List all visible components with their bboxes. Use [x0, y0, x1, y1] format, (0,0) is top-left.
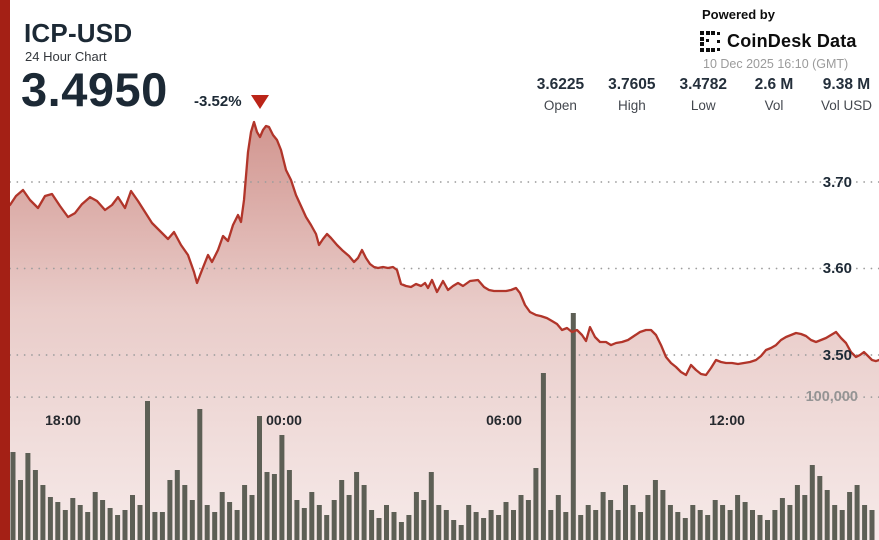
volume-usd-label: Vol USD — [820, 98, 872, 113]
stat-volume: 2.6 M Vol — [751, 76, 797, 113]
powered-by-label: Powered by — [702, 7, 775, 22]
price-tick-3-50: 3.50 — [822, 347, 852, 364]
brand-link[interactable]: CoinDesk Data — [700, 31, 857, 52]
low-label: Low — [690, 98, 716, 113]
price-tick-3-60: 3.60 — [822, 260, 852, 277]
stat-volume-usd: 9.38 M Vol USD — [821, 76, 872, 113]
price-area-fill — [10, 122, 879, 540]
brand-name: CoinDesk Data — [727, 31, 857, 51]
low-value: 3.4782 — [679, 76, 727, 93]
symbol-title: ICP-USD — [24, 18, 133, 48]
volume-usd-value: 9.38 M — [822, 76, 871, 93]
change-percent: -3.52% — [194, 93, 242, 110]
volume-tick-100000: 100,000 — [805, 389, 858, 405]
volume-label: Vol — [764, 98, 784, 113]
chart-subtitle: 24 Hour Chart — [25, 49, 107, 64]
open-label: Open — [543, 98, 577, 113]
ohlc-stats-row: 3.6225 Open 3.7605 High 3.4782 Low 2.6 M… — [537, 76, 872, 113]
open-value: 3.6225 — [536, 76, 585, 93]
price-change: -3.52% — [194, 93, 269, 110]
volume-value: 2.6 M — [754, 76, 794, 93]
time-tick-00-00: 00:00 — [266, 412, 302, 428]
price-line — [8, 120, 879, 377]
time-tick-06-00: 06:00 — [486, 412, 522, 428]
chart-timestamp: 10 Dec 2025 16:10 (GMT) — [703, 57, 849, 71]
volume-bars — [10, 313, 875, 540]
stat-high: 3.7605 High — [608, 76, 655, 113]
current-price: 3.4950 — [21, 63, 168, 116]
stat-low: 3.4782 Low — [680, 76, 727, 113]
stat-open: 3.6225 Open — [537, 76, 584, 113]
left-accent-bar — [0, 0, 10, 540]
down-arrow-icon — [250, 94, 269, 109]
high-value: 3.7605 — [608, 76, 656, 93]
time-tick-12-00: 12:00 — [709, 412, 745, 428]
coindesk-logo-icon — [700, 31, 721, 52]
price-tick-3-70: 3.70 — [822, 174, 852, 191]
high-label: High — [617, 98, 646, 113]
time-tick-18-00: 18:00 — [45, 412, 81, 428]
